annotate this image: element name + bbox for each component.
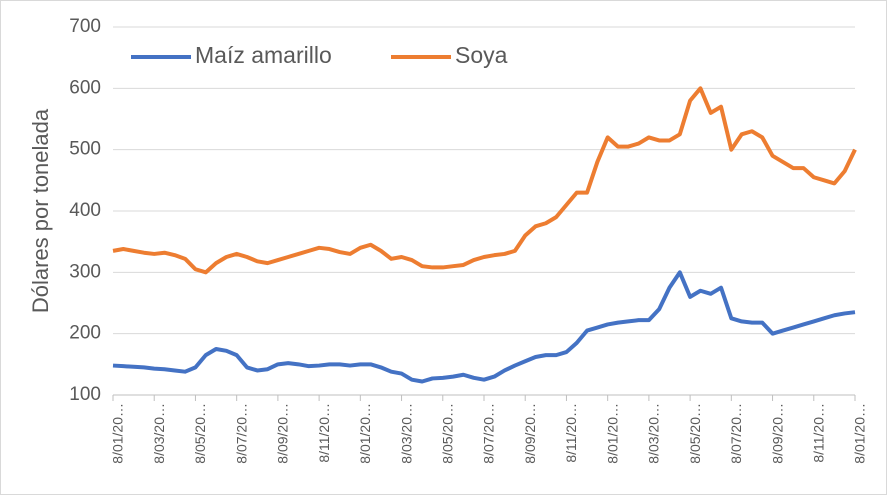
y-axis-label: Dólares por tonelada — [28, 108, 53, 313]
x-tick-label: 8/07/20… — [481, 403, 497, 464]
x-tick-label: 8/01/20… — [852, 403, 868, 464]
x-tick-label: 8/05/20… — [439, 403, 455, 464]
x-tick-label: 8/05/20… — [687, 403, 703, 464]
x-tick-label: 8/09/20… — [275, 403, 291, 464]
x-tick-label: 8/03/20… — [646, 403, 662, 464]
x-tick-label: 8/11/20… — [316, 403, 332, 463]
x-tick-label: 8/11/20… — [810, 403, 826, 463]
series-line — [112, 270, 856, 384]
x-tick-label: 8/05/20… — [192, 403, 208, 464]
x-tick-label: 8/01/20… — [110, 403, 126, 464]
y-tick-label: 600 — [69, 77, 101, 98]
y-tick-label: 100 — [69, 384, 101, 405]
x-tick-label: 8/11/20… — [563, 403, 579, 463]
x-tick-label: 8/01/20… — [357, 403, 373, 464]
x-tick-label: 8/03/20… — [151, 403, 167, 464]
x-tick-label: 8/01/20… — [604, 403, 620, 464]
legend-label: Maíz amarillo — [195, 42, 332, 68]
x-tick-label: 8/09/20… — [522, 403, 538, 464]
y-tick-label: 500 — [69, 139, 101, 160]
x-tick-label: 8/03/20… — [398, 403, 414, 464]
series-line — [112, 86, 857, 275]
y-tick-label: 700 — [69, 16, 101, 37]
y-tick-label: 200 — [69, 323, 101, 344]
x-tick-label: 8/07/20… — [233, 403, 249, 464]
x-tick-label: 8/07/20… — [728, 403, 744, 464]
y-tick-label: 300 — [69, 261, 101, 282]
legend-label: Soya — [455, 42, 508, 68]
y-tick-label: 400 — [69, 200, 101, 221]
x-tick-label: 8/09/20… — [769, 403, 785, 464]
